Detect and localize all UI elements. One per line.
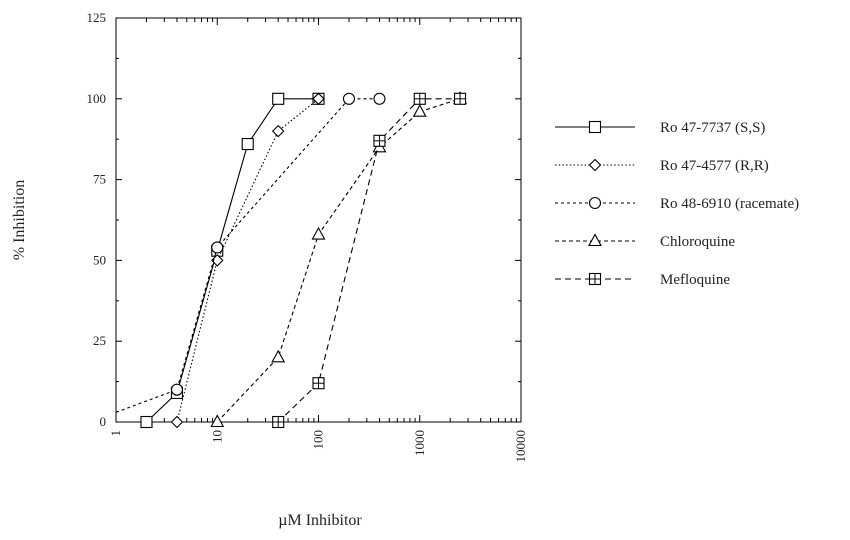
data-point — [413, 92, 426, 105]
data-point — [140, 415, 153, 429]
data-point — [170, 415, 184, 429]
legend-marker — [588, 272, 602, 286]
y-tick-label: 125 — [87, 10, 107, 25]
legend-marker — [588, 196, 602, 210]
y-axis-label: % Inhibition — [11, 180, 28, 260]
data-point — [271, 124, 285, 138]
data-point — [210, 414, 225, 428]
plot-frame — [115, 17, 522, 423]
x-tick-label: 10 — [209, 430, 224, 443]
y-tick-label: 25 — [93, 333, 106, 348]
legend-marker — [588, 158, 602, 172]
series-circle — [115, 92, 386, 413]
series-diamond — [170, 92, 325, 429]
data-point — [453, 92, 467, 105]
legend-entry: Mefloquine — [555, 272, 730, 288]
data-point — [312, 92, 325, 106]
legend: Ro 47-7737 (S,S) Ro 47-4577 (R,R) Ro 48-69… — [555, 120, 799, 288]
data-point — [272, 415, 285, 429]
y-tick-label: 75 — [93, 172, 106, 187]
x-tick-label: 100 — [311, 430, 326, 450]
series-line — [176, 98, 319, 423]
x-tick-label: 1 — [108, 430, 123, 437]
series-line — [146, 98, 319, 423]
legend-entry: Chloroquine — [555, 233, 735, 250]
legend-label: Ro 48-6910 (racemate) — [660, 196, 799, 212]
series-line — [216, 98, 461, 423]
legend-entry: Ro 47-7737 (S,S) — [555, 120, 765, 136]
data-point — [170, 383, 184, 396]
data-point — [311, 226, 326, 240]
legend-label: Mefloquine — [660, 272, 730, 288]
data-point — [373, 134, 386, 147]
x-tick-label: 1000 — [412, 430, 427, 456]
x-axis: 1 10 100 1000 10000 — [108, 18, 528, 463]
data-point — [241, 137, 254, 151]
series-line — [277, 98, 461, 423]
data-point — [271, 349, 286, 363]
y-tick-label: 50 — [93, 252, 106, 267]
y-axis: 0 25 50 75 100 125 — [87, 10, 521, 429]
data-point — [342, 92, 356, 105]
data-point — [412, 104, 427, 117]
legend-marker — [588, 120, 602, 134]
data-point — [272, 92, 285, 105]
legend-label: Chloroquine — [660, 234, 735, 250]
series-layer — [115, 91, 467, 429]
x-tick-label: 10000 — [513, 430, 528, 463]
legend-entry: Ro 48-6910 (racemate) — [555, 196, 799, 212]
data-point — [210, 254, 224, 267]
y-tick-label: 0 — [100, 414, 107, 429]
legend-marker — [588, 233, 602, 247]
data-point — [312, 377, 325, 390]
data-point — [373, 92, 386, 105]
data-point — [211, 241, 224, 254]
legend-label: Ro 47-7737 (S,S) — [660, 120, 765, 136]
series-square-plus — [272, 92, 467, 429]
x-axis-label: µM Inhibitor — [278, 512, 362, 529]
plot-area — [115, 17, 522, 423]
series-square — [140, 92, 325, 429]
legend-entry: Ro 47-4577 (R,R) — [555, 158, 769, 174]
legend-label: Ro 47-4577 (R,R) — [660, 158, 769, 174]
y-tick-label: 100 — [87, 91, 107, 106]
